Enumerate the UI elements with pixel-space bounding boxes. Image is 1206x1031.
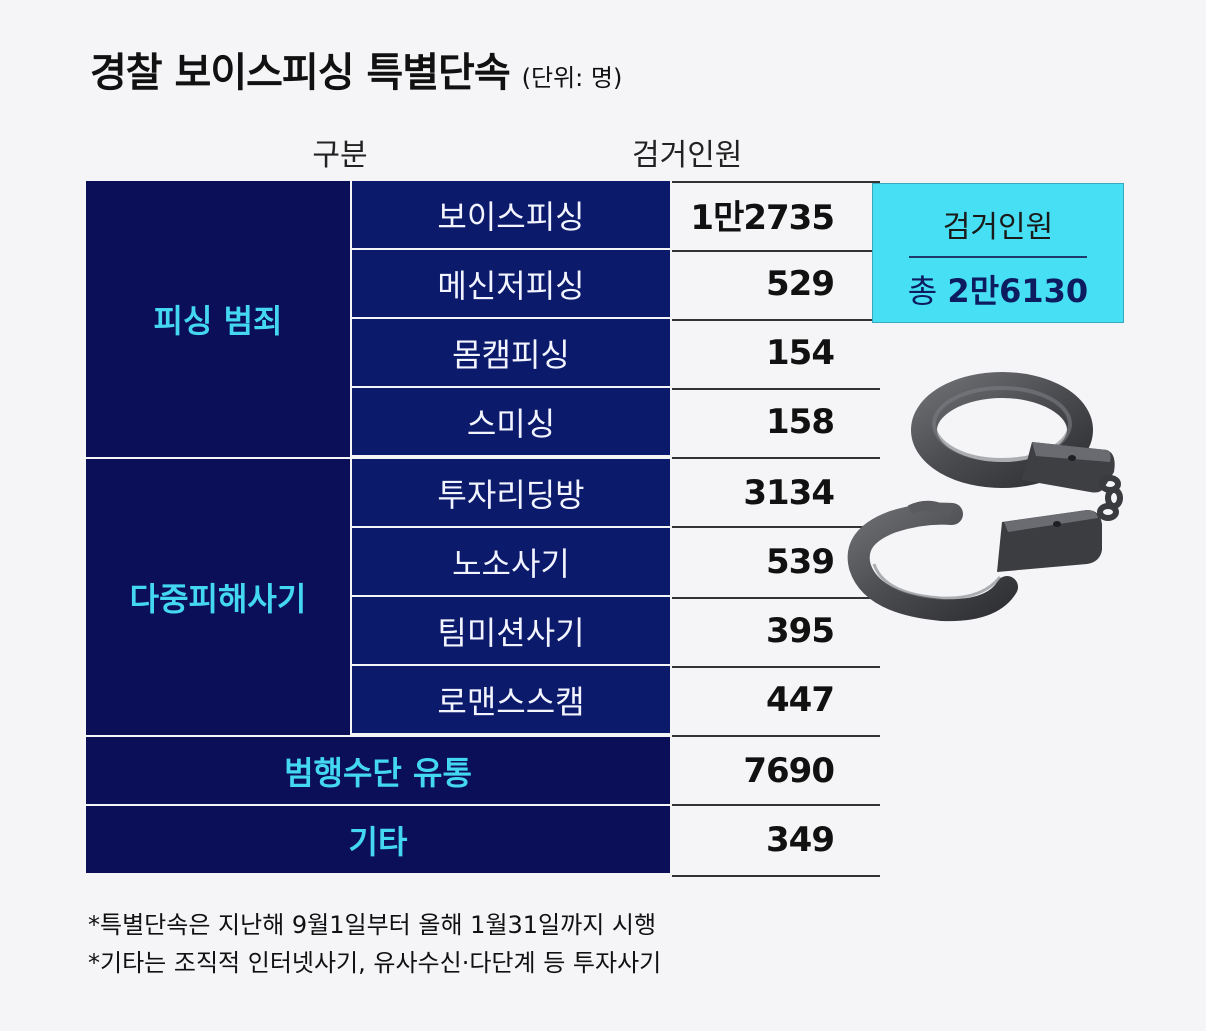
row-divider [672, 666, 880, 668]
handcuffs-icon [847, 372, 1123, 622]
row-label: 몸캠피싱 [452, 335, 570, 374]
table-row: 기타 [86, 806, 670, 875]
table-row: 메신저피싱 [352, 250, 670, 319]
group-label: 다중피해사기 [129, 580, 307, 618]
row-label: 로맨스스캠 [437, 682, 585, 721]
header-count: 검거인원 [632, 138, 743, 173]
row-divider [672, 597, 880, 599]
row-value: 395 [766, 610, 835, 651]
row-label: 범행수단 유통 [284, 753, 472, 792]
row-label: 보이스피싱 [437, 197, 585, 236]
row-divider [672, 457, 880, 459]
row-label: 기타 [348, 822, 408, 861]
row-value: 447 [766, 679, 835, 720]
row-divider [672, 319, 880, 321]
table-row: 보이스피싱 [352, 181, 670, 250]
total-divider [909, 256, 1087, 258]
table-row: 스미싱 [352, 388, 670, 457]
table-bottom-line [672, 875, 880, 877]
page-title: 경찰 보이스피싱 특별단속 (단위: 명) [90, 40, 622, 98]
table-row: 팀미션사기 [352, 597, 670, 666]
row-divider [672, 250, 880, 252]
group-label: 피싱 범죄 [153, 302, 283, 340]
row-value: 7690 [743, 750, 835, 791]
row-divider [672, 804, 880, 806]
footnote: *특별단속은 지난해 9월1일부터 올해 1월31일까지 시행 [88, 911, 657, 939]
table-row: 로맨스스캠 [352, 666, 670, 735]
row-value: 529 [766, 263, 835, 304]
unit-label: (단위: 명) [521, 64, 623, 92]
row-value: 539 [766, 541, 835, 582]
total-label: 검거인원 [942, 210, 1054, 245]
total-value: 2만6130 [947, 272, 1089, 310]
row-value: 3134 [743, 472, 835, 513]
group-phishing: 피싱 범죄 [86, 181, 350, 459]
row-label: 팀미션사기 [437, 613, 585, 652]
row-label: 메신저피싱 [437, 266, 585, 305]
row-label: 투자리딩방 [437, 475, 585, 514]
footnote: *기타는 조직적 인터넷사기, 유사수신·다단계 등 투자사기 [88, 949, 662, 977]
table-row: 범행수단 유통 [86, 737, 670, 806]
row-divider [672, 388, 880, 390]
row-divider [672, 735, 880, 737]
total-value-line: 총 2만6130 [908, 266, 1088, 312]
table-top-line [672, 181, 880, 183]
footnotes: *특별단속은 지난해 9월1일부터 올해 1월31일까지 시행 *기타는 조직적… [88, 906, 661, 982]
row-value: 154 [766, 332, 835, 373]
table-row: 몸캠피싱 [352, 319, 670, 388]
total-prefix: 총 [907, 272, 938, 310]
row-value: 349 [766, 819, 835, 860]
row-label: 노소사기 [452, 544, 570, 583]
header-category: 구분 [312, 138, 368, 173]
row-value: 1만2735 [690, 198, 835, 238]
total-box: 검거인원 총 2만6130 [872, 183, 1124, 323]
chart-title: 경찰 보이스피싱 특별단속 [90, 50, 511, 96]
row-label: 스미싱 [466, 404, 556, 443]
table-row: 노소사기 [352, 528, 670, 597]
group-mass-fraud: 다중피해사기 [86, 459, 350, 737]
row-value: 158 [766, 401, 835, 442]
row-divider [672, 526, 880, 528]
table-row: 투자리딩방 [352, 459, 670, 528]
